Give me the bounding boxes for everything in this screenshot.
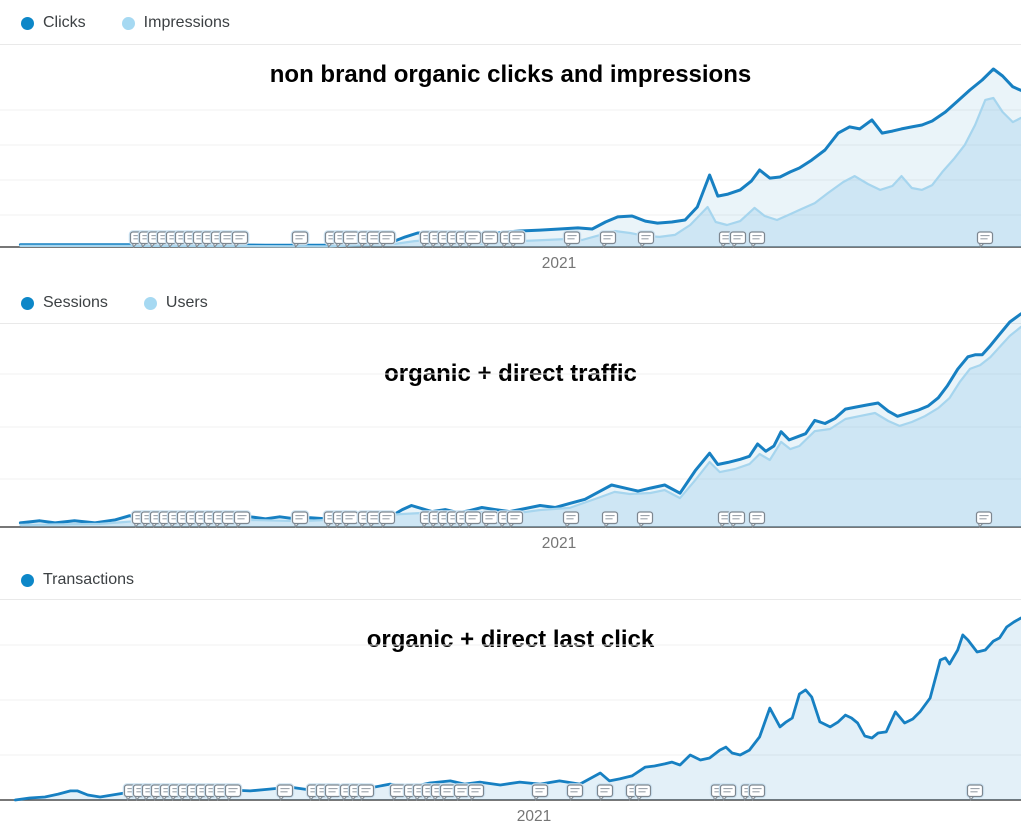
transactions-series-dot-icon — [21, 573, 34, 587]
chart-section-sessions-users: Sessions Users organic + direct traffic … — [0, 280, 1021, 557]
chart-panel-clicks-impressions: non brand organic clicks and impressions… — [0, 44, 1021, 280]
annotation-marker-icon[interactable] — [323, 783, 343, 801]
annotation-marker-icon[interactable] — [356, 783, 376, 801]
annotation-marker-icon[interactable] — [747, 783, 767, 801]
annotation-marker-icon[interactable] — [718, 783, 738, 801]
annotation-marker-icon[interactable] — [480, 510, 500, 528]
users-area — [20, 326, 1021, 527]
impressions-area — [20, 98, 1021, 247]
annotation-marker-icon[interactable] — [341, 230, 361, 248]
annotation-marker-icon[interactable] — [466, 783, 486, 801]
x-axis-year-label: 2021 — [542, 255, 576, 272]
clicks-series-dot-icon — [21, 16, 34, 30]
legend-transactions: Transactions — [21, 565, 134, 595]
impressions-series-dot-icon — [121, 16, 135, 30]
annotation-marker-icon[interactable] — [530, 783, 550, 801]
annotation-marker-icon[interactable] — [595, 783, 615, 801]
annotation-marker-icon[interactable] — [965, 783, 985, 801]
annotation-marker-icon[interactable] — [975, 230, 995, 248]
annotation-marker-icon[interactable] — [480, 230, 500, 248]
annotation-marker-icon[interactable] — [340, 510, 360, 528]
clicks-line — [18, 67, 1021, 247]
legend-label-sessions: Sessions — [43, 294, 108, 311]
annotation-marker-icon[interactable] — [747, 510, 767, 528]
legend-sessions-users: Sessions Users — [21, 288, 208, 318]
annotation-marker-icon[interactable] — [377, 230, 397, 248]
annotation-marker-icon[interactable] — [463, 230, 483, 248]
legend-item-users[interactable]: Users — [143, 294, 208, 312]
line-chart-clicks-impressions[interactable]: 2021 — [0, 45, 1021, 280]
annotation-marker-icon[interactable] — [232, 510, 252, 528]
annotation-marker-icon[interactable] — [290, 510, 310, 528]
annotation-marker-icon[interactable] — [747, 230, 767, 248]
annotation-marker-icon[interactable] — [635, 510, 655, 528]
annotation-marker-icon[interactable] — [565, 783, 585, 801]
annotation-marker-icon[interactable] — [561, 510, 581, 528]
chart-panel-transactions: organic + direct last click 2021 — [0, 599, 1021, 825]
annotation-marker-icon[interactable] — [230, 230, 250, 248]
legend-label-clicks: Clicks — [43, 14, 86, 31]
legend-item-sessions[interactable]: Sessions — [21, 294, 108, 312]
annotation-marker-icon[interactable] — [600, 510, 620, 528]
annotation-marker-icon[interactable] — [636, 230, 656, 248]
transactions-area — [15, 618, 1021, 800]
legend-item-transactions[interactable]: Transactions — [21, 571, 134, 589]
annotation-marker-icon[interactable] — [290, 230, 310, 248]
users-line — [19, 325, 1021, 526]
annotation-marker-icon[interactable] — [507, 230, 527, 248]
annotation-marker-icon[interactable] — [727, 510, 747, 528]
annotation-marker-icon[interactable] — [275, 783, 295, 801]
annotation-marker-icon[interactable] — [377, 510, 397, 528]
chart-section-clicks-impressions: Clicks Impressions non brand organic cli… — [0, 0, 1021, 280]
sessions-series-dot-icon — [21, 296, 34, 310]
annotation-marker-icon[interactable] — [223, 783, 243, 801]
annotation-marker-icon[interactable] — [562, 230, 582, 248]
annotation-marker-icon[interactable] — [505, 510, 525, 528]
chart-section-transactions: Transactions organic + direct last click… — [0, 557, 1021, 825]
chart-title-transactions: organic + direct last click — [366, 626, 655, 653]
legend-label-impressions: Impressions — [143, 14, 230, 31]
annotation-marker-icon[interactable] — [974, 510, 994, 528]
clicks-area — [20, 69, 1021, 247]
annotation-marker-icon[interactable] — [463, 510, 483, 528]
legend-item-clicks[interactable]: Clicks — [21, 14, 86, 32]
legend-label-transactions: Transactions — [43, 571, 134, 588]
sessions-area — [20, 313, 1021, 527]
legend-item-impressions[interactable]: Impressions — [121, 14, 230, 32]
x-axis-year-label: 2021 — [517, 808, 551, 825]
legend-clicks-impressions: Clicks Impressions — [21, 8, 230, 38]
chart-panel-sessions-users: organic + direct traffic 2021 — [0, 312, 1021, 557]
line-chart-transactions[interactable]: 2021 — [0, 600, 1021, 825]
x-axis-year-label: 2021 — [542, 535, 576, 552]
legend-label-users: Users — [165, 294, 208, 311]
annotation-marker-icon[interactable] — [598, 230, 618, 248]
annotation-marker-icon[interactable] — [728, 230, 748, 248]
users-series-dot-icon — [143, 296, 157, 310]
line-chart-sessions-users[interactable]: 2021 — [0, 312, 1021, 557]
annotation-marker-icon[interactable] — [633, 783, 653, 801]
chart-title-clicks-impressions: non brand organic clicks and impressions — [269, 61, 752, 88]
